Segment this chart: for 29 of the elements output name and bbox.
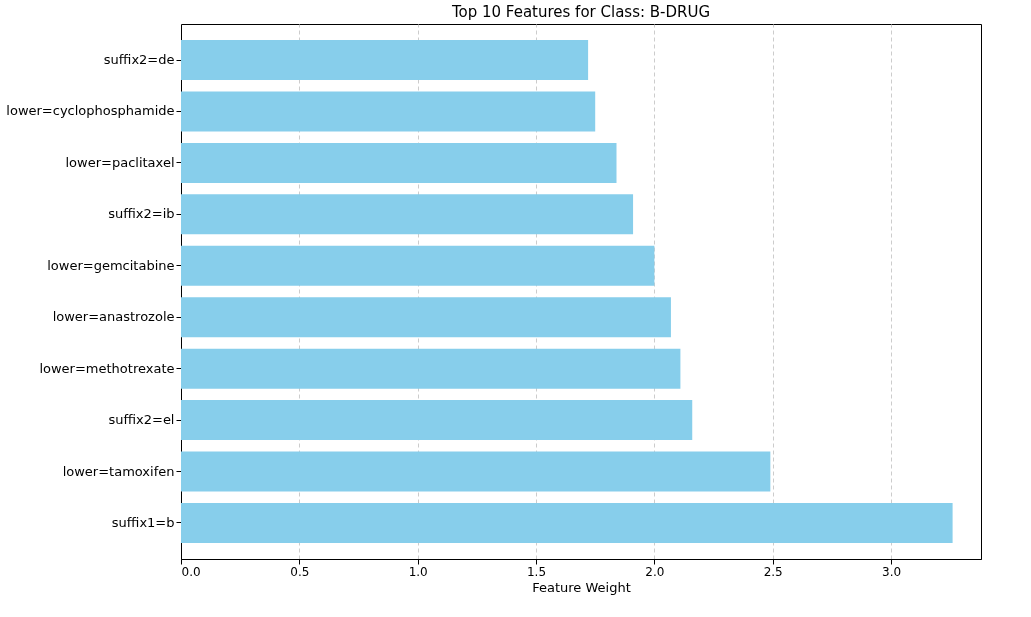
bar	[181, 91, 596, 132]
y-tick-label: lower=paclitaxel	[65, 154, 175, 170]
y-tick-label: lower=methotrexate	[39, 360, 175, 376]
x-axis-title: Feature Weight	[532, 579, 631, 595]
y-tick-label: lower=anastrozole	[52, 309, 175, 325]
y-tick-label: suffix2=de	[103, 52, 175, 68]
y-tick-label: lower=gemcitabine	[47, 257, 175, 273]
x-tick-label: 0.0	[181, 564, 201, 579]
y-tick-label: lower=tamoxifen	[62, 463, 175, 479]
y-tick-label: suffix2=ib	[108, 206, 175, 222]
x-tick-label: 3.0	[882, 564, 902, 579]
bar	[181, 502, 953, 543]
y-tick-label: suffix2=el	[108, 412, 175, 428]
bar	[181, 297, 671, 338]
bar	[181, 245, 655, 286]
bar	[181, 142, 617, 183]
bar	[181, 451, 771, 492]
x-tick-label: 1.0	[408, 564, 428, 579]
y-tick-label: suffix1=b	[111, 514, 175, 530]
bar	[181, 40, 589, 81]
x-tick-label: 2.0	[645, 564, 665, 579]
x-tick-label: 2.5	[763, 564, 783, 579]
x-tick-label: 0.5	[290, 564, 310, 579]
chart-title: Top 10 Features for Class: B-DRUG	[450, 3, 711, 21]
bar	[181, 348, 681, 389]
bar	[181, 194, 634, 235]
x-tick-label: 1.5	[526, 564, 547, 579]
bar	[181, 400, 693, 441]
y-tick-label: lower=cyclophosphamide	[6, 103, 175, 119]
